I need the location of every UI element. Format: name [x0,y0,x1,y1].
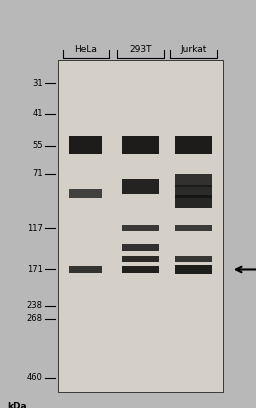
Bar [122,255,159,262]
Bar [175,225,212,231]
Bar [175,265,212,273]
Bar [69,266,102,273]
Bar [58,60,223,392]
Text: 293T: 293T [129,45,152,54]
Text: Jurkat: Jurkat [180,45,207,54]
Text: HeLa: HeLa [74,45,97,54]
Text: kDa: kDa [8,402,27,408]
Bar [175,195,212,208]
Text: 117: 117 [27,224,43,233]
Text: 31: 31 [32,78,43,88]
Bar [69,136,102,154]
Text: 41: 41 [32,109,43,118]
Bar [175,136,212,154]
Bar [122,244,159,251]
Bar [122,179,159,194]
Text: 460: 460 [27,373,43,382]
Text: 268: 268 [27,314,43,323]
Bar [69,188,102,197]
Text: 171: 171 [27,265,43,274]
Bar [175,174,212,187]
Bar [122,225,159,231]
Bar [122,266,159,273]
Bar [175,256,212,262]
Bar [175,185,212,198]
Text: 55: 55 [32,141,43,150]
Text: 71: 71 [32,169,43,178]
Text: 238: 238 [27,301,43,310]
Bar [122,136,159,154]
